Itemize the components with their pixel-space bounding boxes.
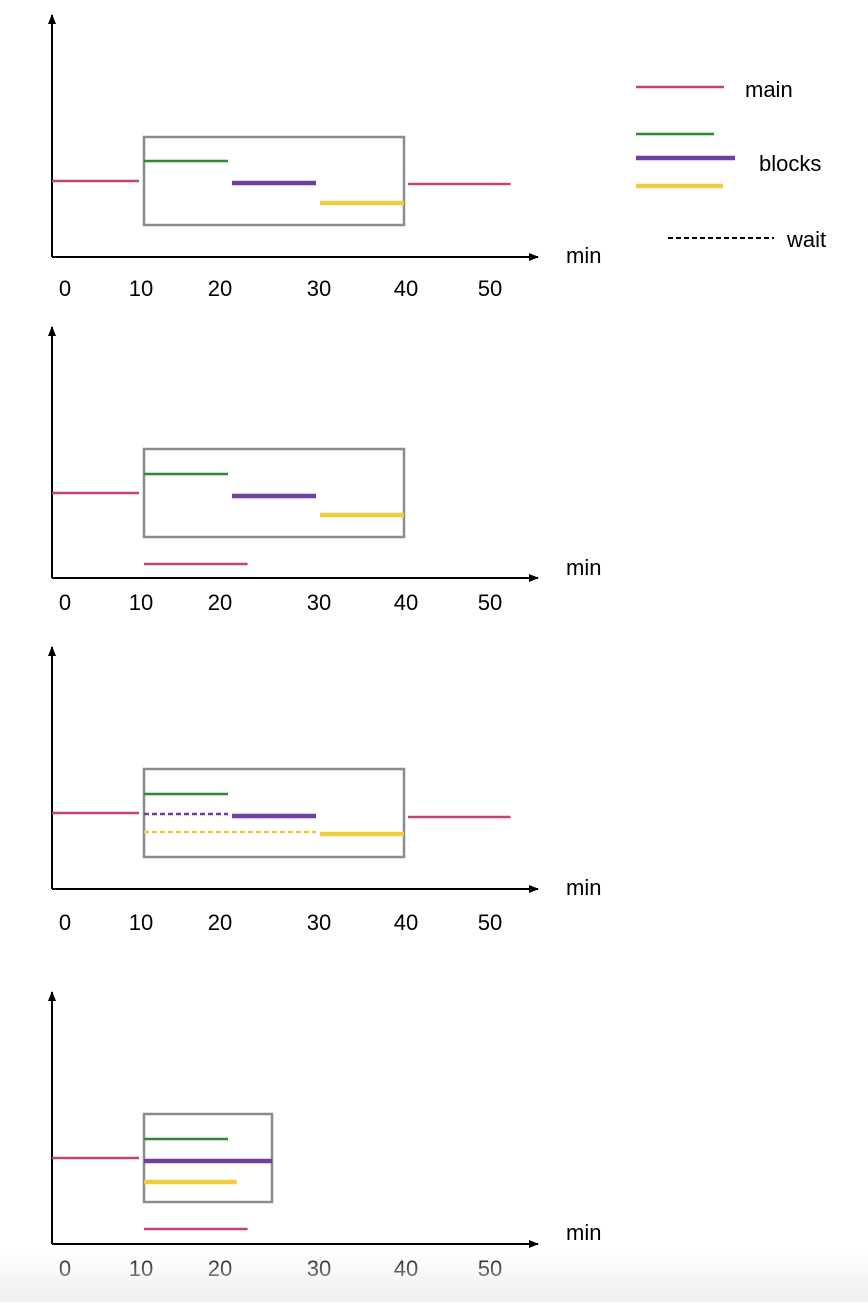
tick-label: 40: [394, 590, 418, 615]
tick-label: 30: [307, 1256, 331, 1281]
tick-label: 0: [59, 910, 71, 935]
tick-label: 50: [478, 590, 502, 615]
tick-label: 30: [307, 276, 331, 301]
legend-blocks-label: blocks: [759, 151, 821, 176]
tick-label: 40: [394, 276, 418, 301]
tick-label: 50: [478, 276, 502, 301]
blocks-box: [142, 1112, 274, 1204]
tick-label: 30: [307, 590, 331, 615]
tick-label: 30: [307, 910, 331, 935]
tick-label: 50: [478, 1256, 502, 1281]
legend: main blocks wait: [636, 77, 826, 252]
axis-unit-label: min: [566, 555, 601, 580]
tick-label: 40: [394, 1256, 418, 1281]
tick-label: 10: [129, 1256, 153, 1281]
tick-label: 0: [59, 276, 71, 301]
blocks-box: [142, 135, 406, 227]
tick-label: 0: [59, 1256, 71, 1281]
timeline-panel-3: 0 10 20 30 40 50 min: [48, 646, 601, 935]
timeline-panel-1: 0 10 20 30 40 50 min: [48, 14, 601, 301]
legend-wait-label: wait: [786, 227, 826, 252]
blocks-box: [142, 447, 406, 539]
blocks-box: [142, 767, 406, 859]
tick-label: 40: [394, 910, 418, 935]
tick-label: 10: [129, 276, 153, 301]
tick-label: 20: [208, 590, 232, 615]
tick-label: 10: [129, 910, 153, 935]
tick-label: 20: [208, 910, 232, 935]
tick-label: 20: [208, 1256, 232, 1281]
tick-label: 0: [59, 590, 71, 615]
legend-main-label: main: [745, 77, 793, 102]
timeline-panel-2: 0 10 20 30 40 50 min: [48, 326, 601, 615]
timeline-panel-4: 0 10 20 30 40 50 min: [48, 991, 601, 1281]
axis-unit-label: min: [566, 1220, 601, 1245]
tick-label: 10: [129, 590, 153, 615]
axis-unit-label: min: [566, 243, 601, 268]
axis-unit-label: min: [566, 875, 601, 900]
tick-label: 50: [478, 910, 502, 935]
tick-label: 20: [208, 276, 232, 301]
